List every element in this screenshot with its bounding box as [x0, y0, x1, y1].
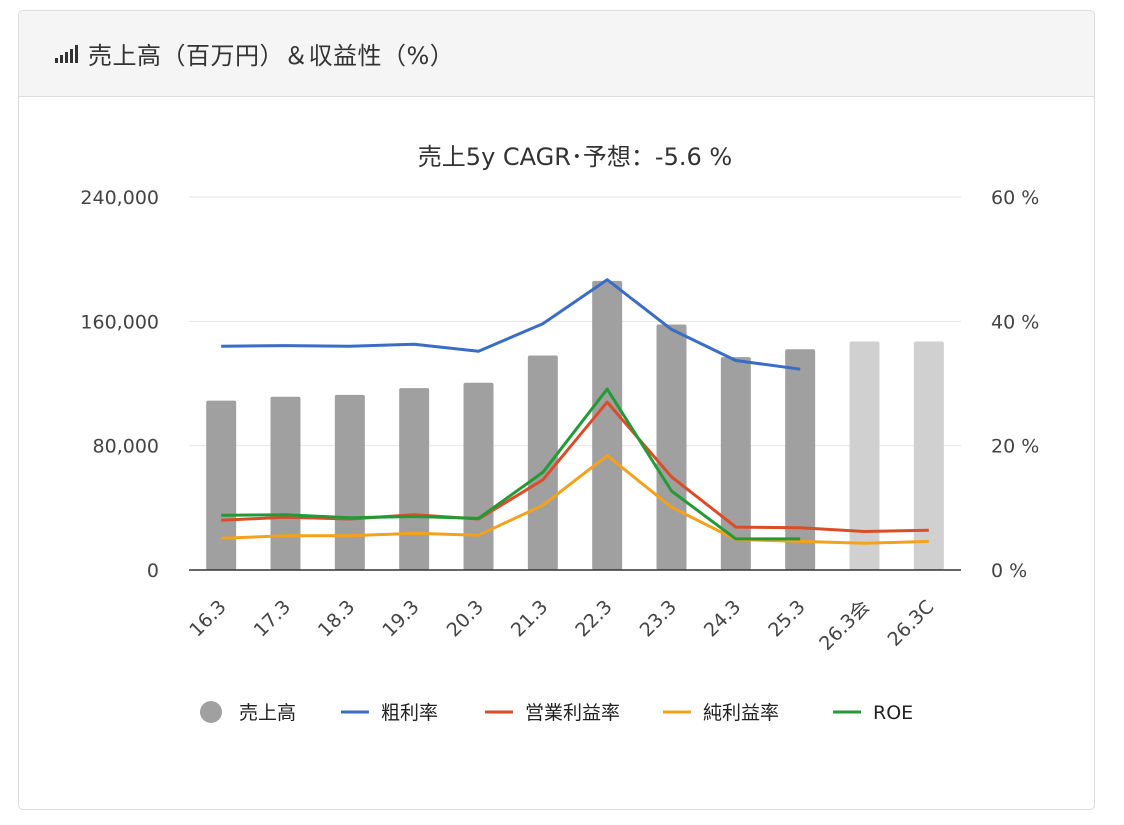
chart-svg: 売上5y CAGR･予想：-5.6 % 0 0 % 80,000 20 % 160,000…: [80, 143, 1039, 724]
legend-label: 営業利益率: [525, 702, 620, 724]
x-tick-label: 20.3: [443, 596, 488, 641]
signal-bars-icon: [55, 44, 80, 63]
y-left-tick-label: 160,000: [80, 311, 159, 333]
chart-card: 売上高（百万円）＆収益性（%） 売上5y CAGR･予想：-5.6 % 0 0 % 8…: [18, 10, 1095, 810]
bar: [785, 349, 816, 570]
bar: [206, 400, 237, 570]
legend-label: 粗利率: [381, 702, 438, 724]
x-tick-label: 25.3: [764, 596, 809, 641]
bar: [849, 341, 880, 570]
y-right-tick-label: 20 %: [991, 436, 1039, 458]
bar: [656, 324, 687, 570]
x-tick-label: 26.3C: [884, 596, 939, 651]
y-left-tick-label: 80,000: [93, 436, 159, 458]
chart-title: 売上5y CAGR･予想：-5.6 %: [418, 143, 732, 171]
x-tick-label: 17.3: [250, 596, 295, 641]
legend-marker: [200, 701, 222, 723]
bar: [527, 355, 558, 570]
x-tick-label: 24.3: [700, 596, 745, 641]
x-tick-label: 26.3会: [815, 596, 874, 655]
card-header: 売上高（百万円）＆収益性（%）: [19, 11, 1094, 97]
y-right-tick-label: 40 %: [991, 311, 1039, 333]
x-tick-label: 18.3: [314, 596, 359, 641]
bar: [913, 341, 944, 570]
legend-label: 純利益率: [703, 702, 779, 724]
bar: [720, 357, 751, 570]
x-tick-label: 21.3: [507, 596, 552, 641]
bar: [334, 394, 365, 570]
series-line: [221, 400, 929, 533]
card-title: 売上高（百万円）＆収益性（%）: [88, 42, 455, 70]
series-line: [221, 278, 801, 371]
x-tick-label: 16.3: [185, 596, 230, 641]
y-right-tick-label: 0 %: [991, 560, 1027, 582]
y-left-tick-label: 0: [147, 560, 159, 582]
bar: [270, 396, 301, 570]
x-tick-label: 19.3: [378, 596, 423, 641]
y-left-tick-label: 240,000: [80, 187, 159, 209]
bar: [592, 280, 623, 570]
legend-label: ROE: [873, 702, 913, 724]
series-line: [221, 387, 801, 541]
x-tick-label: 23.3: [636, 596, 681, 641]
series-line: [221, 454, 929, 545]
x-tick-label: 22.3: [571, 596, 616, 641]
bar: [463, 382, 494, 570]
legend-label: 売上高: [239, 702, 296, 724]
y-right-tick-label: 60 %: [991, 187, 1039, 209]
bar: [399, 388, 430, 570]
